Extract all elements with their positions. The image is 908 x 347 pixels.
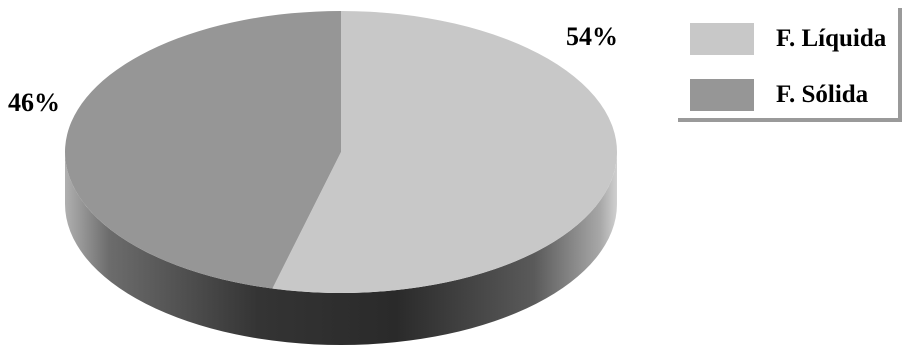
pie-slice-solida bbox=[65, 11, 341, 289]
legend-item-solida: F. Sólida bbox=[690, 78, 868, 112]
pie-slice-liquida bbox=[272, 11, 617, 293]
legend-swatch-solida bbox=[690, 79, 754, 111]
pie-side-wall bbox=[65, 152, 617, 345]
slice-label-solida: 46% bbox=[8, 88, 60, 117]
legend: F. Líquida F. Sólida bbox=[674, 4, 898, 118]
legend-label-solida: F. Sólida bbox=[776, 81, 869, 108]
legend-label-liquida: F. Líquida bbox=[776, 25, 887, 52]
legend-swatch-liquida bbox=[690, 23, 754, 55]
legend-item-liquida: F. Líquida bbox=[690, 22, 886, 56]
slice-label-liquida: 54% bbox=[566, 22, 618, 51]
